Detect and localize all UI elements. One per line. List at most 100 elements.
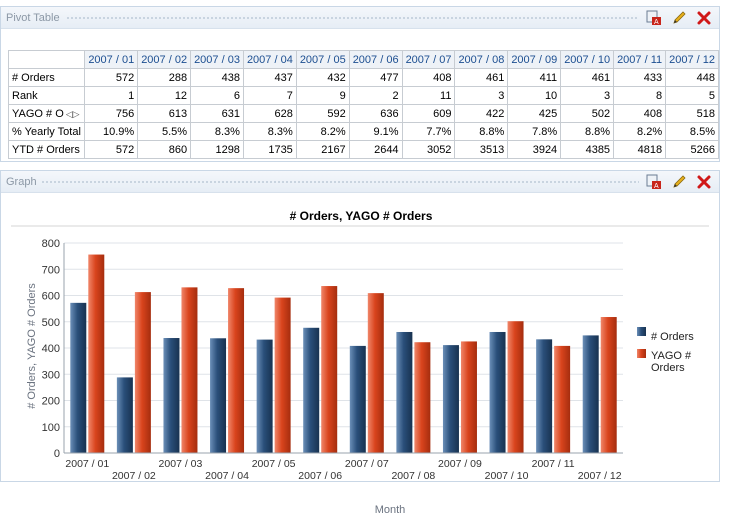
table-cell: 4385 xyxy=(560,140,615,159)
table-cell: 3 xyxy=(454,86,509,105)
column-header[interactable]: 2007 / 08 xyxy=(454,50,509,69)
bar-yago[interactable] xyxy=(367,293,384,453)
table-cell: 2167 xyxy=(295,140,350,159)
close-x-icon[interactable] xyxy=(695,10,713,26)
pivot-corner-cell xyxy=(7,50,86,69)
table-cell: 10 xyxy=(507,86,562,105)
bar-orders[interactable] xyxy=(582,335,599,453)
pivot-row-yearly-total: % Yearly Total 10.9% 5.5% 8.3% 8.3% 8.2%… xyxy=(7,122,719,141)
chart-bars xyxy=(70,254,617,453)
bar-orders[interactable] xyxy=(396,331,413,453)
bar-yago[interactable] xyxy=(274,297,291,453)
table-cell: 461 xyxy=(454,68,509,87)
bar-yago[interactable] xyxy=(321,286,338,453)
bar-orders[interactable] xyxy=(442,345,459,453)
y-tick-label: 200 xyxy=(42,396,60,408)
table-cell: 8.3% xyxy=(242,122,297,141)
table-cell: 422 xyxy=(454,104,509,123)
x-tick-label: 2007 / 09 xyxy=(438,458,482,470)
table-cell: 5.5% xyxy=(137,122,192,141)
table-cell: 1735 xyxy=(242,140,297,159)
table-cell: 477 xyxy=(348,68,403,87)
table-cell: 8.3% xyxy=(190,122,244,141)
svg-text:A: A xyxy=(654,19,659,26)
pencil-edit-icon[interactable] xyxy=(670,174,688,190)
bar-orders[interactable] xyxy=(70,302,87,453)
bar-yago[interactable] xyxy=(507,321,524,453)
column-header[interactable]: 2007 / 02 xyxy=(137,50,192,69)
panel-drag-grip[interactable] xyxy=(66,16,639,20)
table-cell: 7.7% xyxy=(401,122,456,141)
table-cell: 631 xyxy=(190,104,244,123)
bar-orders[interactable] xyxy=(256,339,273,453)
bar-orders[interactable] xyxy=(349,345,366,453)
table-cell: 572 xyxy=(84,140,139,159)
table-cell: 437 xyxy=(242,68,297,87)
bar-orders[interactable] xyxy=(536,339,553,453)
bar-yago[interactable] xyxy=(554,345,571,453)
pencil-edit-icon[interactable] xyxy=(670,10,688,26)
y-tick-label: 0 xyxy=(54,448,60,460)
legend-swatch xyxy=(637,327,646,336)
close-x-icon[interactable] xyxy=(695,174,713,190)
column-header[interactable]: 2007 / 03 xyxy=(190,50,244,69)
bar-yago[interactable] xyxy=(134,292,151,453)
row-label-with-arrows: YAGO # O ◁▷ xyxy=(7,104,86,123)
column-header[interactable]: 2007 / 07 xyxy=(401,50,456,69)
x-axis-label: Month xyxy=(374,504,406,516)
chart-legend: # Orders YAGO # Orders xyxy=(637,327,694,374)
export-pdf-icon[interactable]: A xyxy=(645,10,663,26)
pivot-header-row: 2007 / 01 2007 / 02 2007 / 03 2007 / 04 … xyxy=(7,50,719,69)
bar-orders[interactable] xyxy=(163,338,180,453)
table-cell: 7.8% xyxy=(507,122,562,141)
column-header[interactable]: 2007 / 10 xyxy=(560,50,615,69)
x-tick-label: 2007 / 11 xyxy=(532,458,575,470)
table-cell: 408 xyxy=(613,104,667,123)
column-header[interactable]: 2007 / 01 xyxy=(84,50,139,69)
table-cell: 756 xyxy=(84,104,139,123)
x-tick-label: 2007 / 01 xyxy=(65,458,109,470)
pivot-panel-header: Pivot Table A xyxy=(1,7,719,29)
bar-yago[interactable] xyxy=(228,288,245,453)
bar-orders[interactable] xyxy=(210,338,227,453)
table-cell: 432 xyxy=(295,68,350,87)
bar-orders[interactable] xyxy=(489,331,506,453)
bar-yago[interactable] xyxy=(460,341,477,453)
scroll-arrows-icon[interactable]: ◁▷ xyxy=(65,108,80,119)
pivot-row-ytd: YTD # Orders 572 860 1298 1735 2167 2644… xyxy=(7,140,719,159)
x-tick-label: 2007 / 07 xyxy=(345,458,389,470)
table-cell: 288 xyxy=(137,68,192,87)
table-cell: 11 xyxy=(401,86,456,105)
bar-yago[interactable] xyxy=(88,254,105,453)
pivot-row-orders: # Orders 572 288 438 437 432 477 408 461… xyxy=(7,68,719,87)
column-header[interactable]: 2007 / 06 xyxy=(348,50,403,69)
column-header[interactable]: 2007 / 11 xyxy=(613,50,667,69)
table-cell: 1298 xyxy=(190,140,244,159)
column-header[interactable]: 2007 / 05 xyxy=(295,50,350,69)
pivot-table: 2007 / 01 2007 / 02 2007 / 03 2007 / 04 … xyxy=(7,50,719,159)
bar-orders[interactable] xyxy=(116,377,133,453)
bar-yago[interactable] xyxy=(181,287,198,453)
table-cell: 8.8% xyxy=(560,122,615,141)
chart-title: # Orders, YAGO # Orders xyxy=(290,209,433,223)
table-cell: 3052 xyxy=(401,140,456,159)
column-header[interactable]: 2007 / 09 xyxy=(507,50,562,69)
legend-label: YAGO # Orders xyxy=(651,350,692,374)
export-pdf-icon[interactable]: A xyxy=(645,174,663,190)
x-tick-label: 2007 / 03 xyxy=(159,458,203,470)
pivot-row-rank: Rank 1 12 6 7 9 2 11 3 10 3 8 5 xyxy=(7,86,719,105)
table-cell: 9.1% xyxy=(348,122,403,141)
panel-drag-grip[interactable] xyxy=(41,180,639,184)
bar-orders[interactable] xyxy=(303,327,320,453)
x-tick-label: 2007 / 12 xyxy=(578,470,622,481)
column-header[interactable]: 2007 / 04 xyxy=(242,50,297,69)
table-cell: 448 xyxy=(665,68,719,87)
table-cell: 592 xyxy=(295,104,350,123)
table-cell: 860 xyxy=(137,140,192,159)
bar-yago[interactable] xyxy=(414,342,431,453)
x-tick-label: 2007 / 08 xyxy=(391,470,435,481)
bar-yago[interactable] xyxy=(600,317,617,453)
column-header[interactable]: 2007 / 12 xyxy=(665,50,719,69)
table-cell: 3513 xyxy=(454,140,509,159)
